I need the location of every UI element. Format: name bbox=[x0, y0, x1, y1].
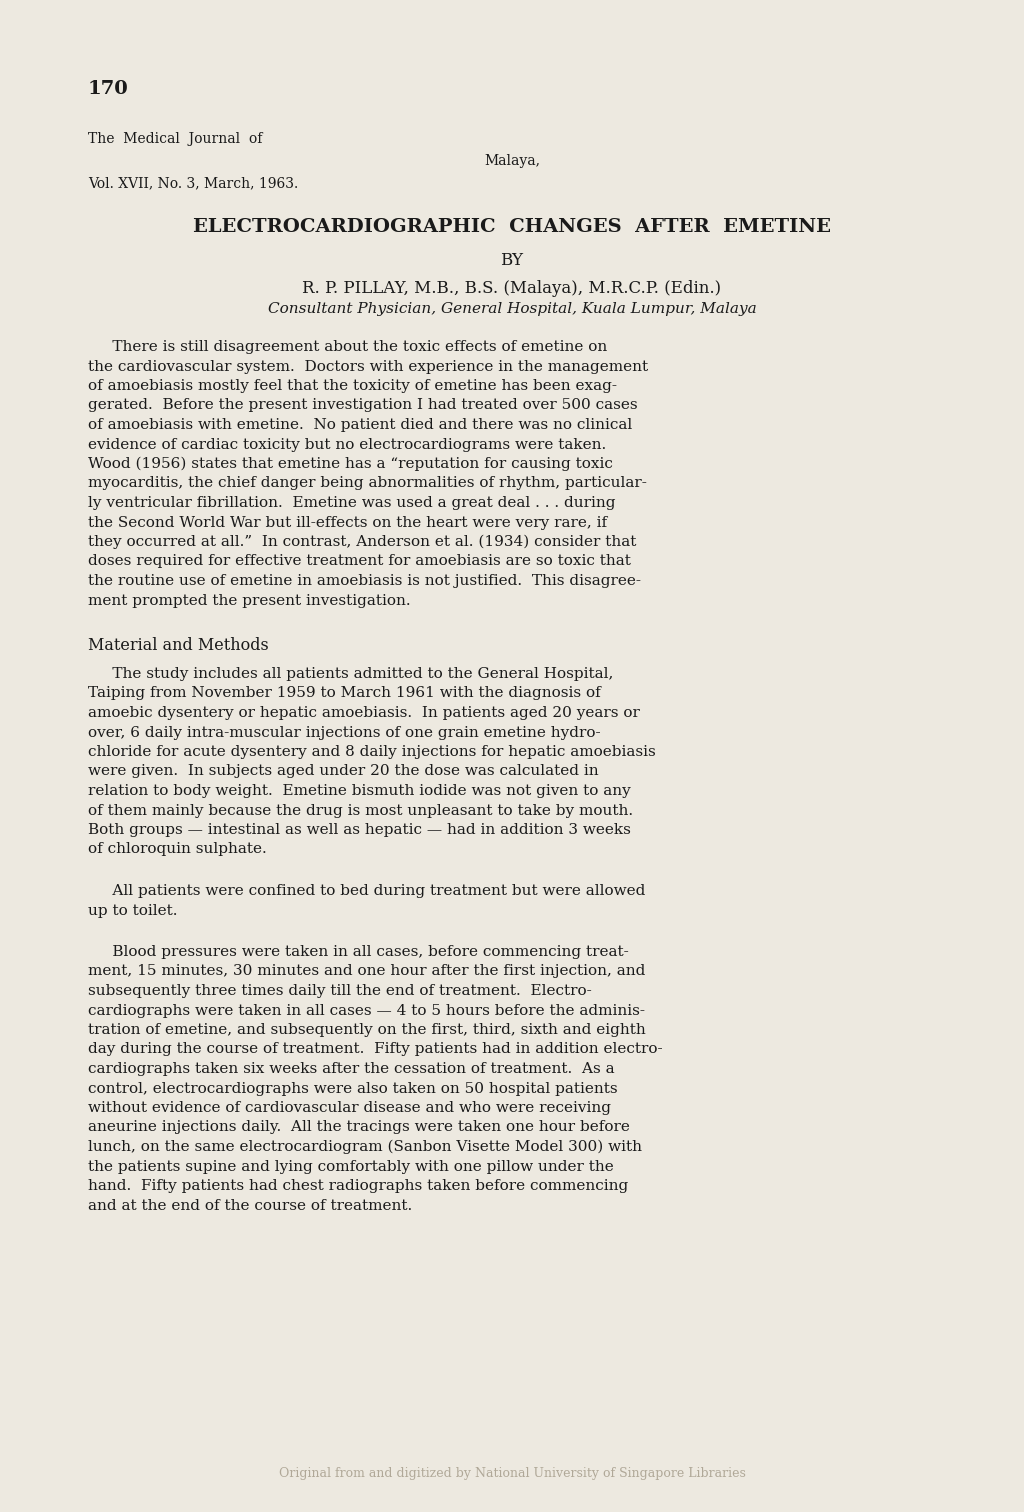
Text: they occurred at all.”  In contrast, Anderson et al. (1934) consider that: they occurred at all.” In contrast, Ande… bbox=[88, 535, 636, 549]
Text: Material and Methods: Material and Methods bbox=[88, 637, 268, 655]
Text: ly ventricular fibrillation.  Emetine was used a great deal . . . during: ly ventricular fibrillation. Emetine was… bbox=[88, 496, 615, 510]
Text: the routine use of emetine in amoebiasis is not justified.  This disagree-: the routine use of emetine in amoebiasis… bbox=[88, 575, 641, 588]
Text: of them mainly because the drug is most unpleasant to take by mouth.: of them mainly because the drug is most … bbox=[88, 803, 633, 818]
Text: Original from and digitized by National University of Singapore Libraries: Original from and digitized by National … bbox=[279, 1467, 745, 1480]
Text: of chloroquin sulphate.: of chloroquin sulphate. bbox=[88, 842, 266, 856]
Text: Malaya,: Malaya, bbox=[484, 154, 540, 168]
Text: and at the end of the course of treatment.: and at the end of the course of treatmen… bbox=[88, 1199, 413, 1213]
Text: cardiographs taken six weeks after the cessation of treatment.  As a: cardiographs taken six weeks after the c… bbox=[88, 1061, 614, 1077]
Text: The study includes all patients admitted to the General Hospital,: The study includes all patients admitted… bbox=[88, 667, 613, 680]
Text: over, 6 daily intra-muscular injections of one grain emetine hydro-: over, 6 daily intra-muscular injections … bbox=[88, 726, 601, 739]
Text: hand.  Fifty patients had chest radiographs taken before commencing: hand. Fifty patients had chest radiograp… bbox=[88, 1179, 629, 1193]
Text: the patients supine and lying comfortably with one pillow under the: the patients supine and lying comfortabl… bbox=[88, 1160, 613, 1173]
Text: The  Medical  Journal  of: The Medical Journal of bbox=[88, 132, 262, 147]
Text: cardiographs were taken in all cases — 4 to 5 hours before the adminis-: cardiographs were taken in all cases — 4… bbox=[88, 1004, 645, 1018]
Text: Wood (1956) states that emetine has a “reputation for causing toxic: Wood (1956) states that emetine has a “r… bbox=[88, 457, 613, 472]
Text: BY: BY bbox=[501, 253, 523, 269]
Text: All patients were confined to bed during treatment but were allowed: All patients were confined to bed during… bbox=[88, 885, 645, 898]
Text: day during the course of treatment.  Fifty patients had in addition electro-: day during the course of treatment. Fift… bbox=[88, 1042, 663, 1057]
Text: Both groups — intestinal as well as hepatic — had in addition 3 weeks: Both groups — intestinal as well as hepa… bbox=[88, 823, 631, 838]
Text: myocarditis, the chief danger being abnormalities of rhythm, particular-: myocarditis, the chief danger being abno… bbox=[88, 476, 647, 490]
Text: the cardiovascular system.  Doctors with experience in the management: the cardiovascular system. Doctors with … bbox=[88, 360, 648, 373]
Text: ELECTROCARDIOGRAPHIC  CHANGES  AFTER  EMETINE: ELECTROCARDIOGRAPHIC CHANGES AFTER EMETI… bbox=[193, 218, 831, 236]
Text: Consultant Physician, General Hospital, Kuala Lumpur, Malaya: Consultant Physician, General Hospital, … bbox=[267, 302, 757, 316]
Text: ment, 15 minutes, 30 minutes and one hour after the first injection, and: ment, 15 minutes, 30 minutes and one hou… bbox=[88, 965, 645, 978]
Text: chloride for acute dysentery and 8 daily injections for hepatic amoebiasis: chloride for acute dysentery and 8 daily… bbox=[88, 745, 655, 759]
Text: subsequently three times daily till the end of treatment.  Electro-: subsequently three times daily till the … bbox=[88, 984, 592, 998]
Text: There is still disagreement about the toxic effects of emetine on: There is still disagreement about the to… bbox=[88, 340, 607, 354]
Text: Vol. XVII, No. 3, March, 1963.: Vol. XVII, No. 3, March, 1963. bbox=[88, 175, 298, 191]
Text: ment prompted the present investigation.: ment prompted the present investigation. bbox=[88, 594, 411, 608]
Text: Taiping from November 1959 to March 1961 with the diagnosis of: Taiping from November 1959 to March 1961… bbox=[88, 686, 601, 700]
Text: amoebic dysentery or hepatic amoebiasis.  In patients aged 20 years or: amoebic dysentery or hepatic amoebiasis.… bbox=[88, 706, 640, 720]
Text: without evidence of cardiovascular disease and who were receiving: without evidence of cardiovascular disea… bbox=[88, 1101, 611, 1114]
Text: of amoebiasis with emetine.  No patient died and there was no clinical: of amoebiasis with emetine. No patient d… bbox=[88, 417, 632, 432]
Text: control, electrocardiographs were also taken on 50 hospital patients: control, electrocardiographs were also t… bbox=[88, 1081, 617, 1096]
Text: doses required for effective treatment for amoebiasis are so toxic that: doses required for effective treatment f… bbox=[88, 555, 631, 569]
Text: 170: 170 bbox=[88, 80, 129, 98]
Text: lunch, on the same electrocardiogram (Sanbon Visette Model 300) with: lunch, on the same electrocardiogram (Sa… bbox=[88, 1140, 642, 1154]
Text: up to toilet.: up to toilet. bbox=[88, 904, 177, 918]
Text: were given.  In subjects aged under 20 the dose was calculated in: were given. In subjects aged under 20 th… bbox=[88, 765, 599, 779]
Text: the Second World War but ill-effects on the heart were very rare, if: the Second World War but ill-effects on … bbox=[88, 516, 607, 529]
Text: tration of emetine, and subsequently on the first, third, sixth and eighth: tration of emetine, and subsequently on … bbox=[88, 1024, 646, 1037]
Text: aneurine injections daily.  All the tracings were taken one hour before: aneurine injections daily. All the traci… bbox=[88, 1120, 630, 1134]
Text: gerated.  Before the present investigation I had treated over 500 cases: gerated. Before the present investigatio… bbox=[88, 399, 638, 413]
Text: evidence of cardiac toxicity but no electrocardiograms were taken.: evidence of cardiac toxicity but no elec… bbox=[88, 437, 606, 452]
Text: of amoebiasis mostly feel that the toxicity of emetine has been exag-: of amoebiasis mostly feel that the toxic… bbox=[88, 380, 617, 393]
Text: relation to body weight.  Emetine bismuth iodide was not given to any: relation to body weight. Emetine bismuth… bbox=[88, 785, 631, 798]
Text: R. P. PILLAY, M.B., B.S. (Malaya), M.R.C.P. (Edin.): R. P. PILLAY, M.B., B.S. (Malaya), M.R.C… bbox=[302, 280, 722, 296]
Text: Blood pressures were taken in all cases, before commencing treat-: Blood pressures were taken in all cases,… bbox=[88, 945, 629, 959]
